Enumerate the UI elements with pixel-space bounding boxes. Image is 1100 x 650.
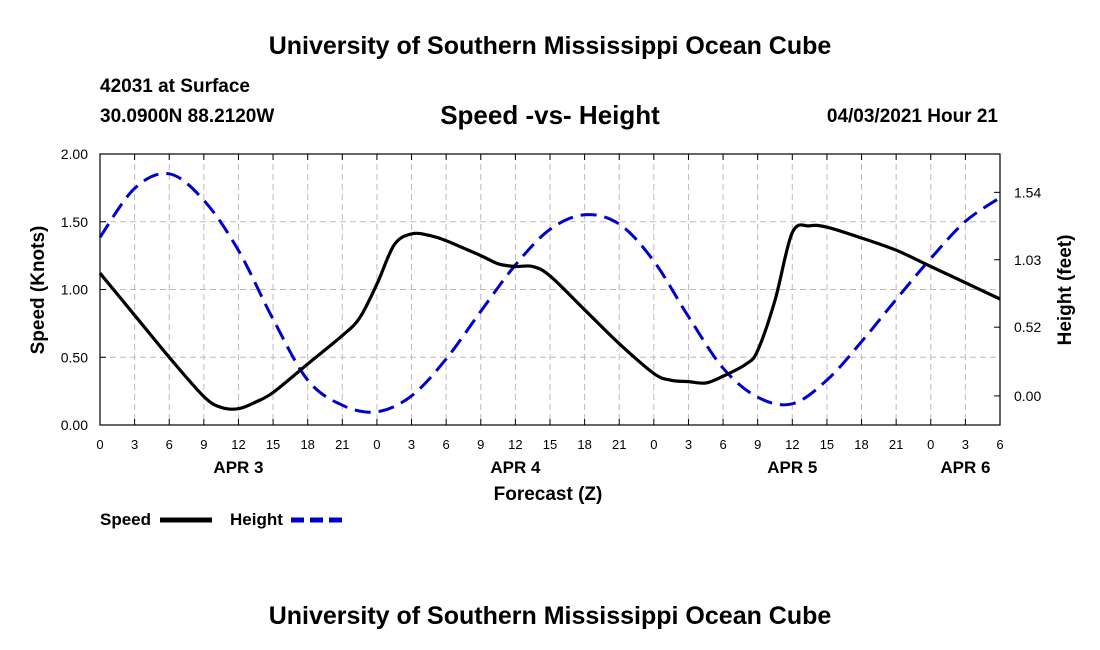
y2-tick-label: 0.52 — [1014, 319, 1041, 335]
y2-tick-label: 1.54 — [1014, 184, 1041, 200]
station-coordinates: 30.0900N 88.2120W — [100, 106, 275, 127]
x-tick-label: 3 — [685, 437, 692, 452]
x-tick-label: 9 — [477, 437, 484, 452]
x-tick-label: 3 — [962, 437, 969, 452]
x-tick-label: 18 — [300, 437, 314, 452]
x-tick-label: 3 — [408, 437, 415, 452]
x-tick-label: 15 — [266, 437, 280, 452]
x-tick-label: 12 — [785, 437, 799, 452]
footer-title: University of Southern Mississippi Ocean… — [268, 602, 832, 630]
y-tick-label: 1.00 — [61, 282, 88, 298]
legend: Speed Height — [100, 510, 343, 529]
y-tick-label: 0.00 — [61, 417, 88, 433]
x-tick-label: 9 — [754, 437, 761, 452]
x-tick-label: 18 — [577, 437, 591, 452]
station-label: 42031 at Surface — [100, 76, 250, 97]
y-tick-label: 1.50 — [61, 214, 88, 230]
speed-series-line — [98, 223, 1001, 411]
day-label: APR 5 — [767, 458, 817, 477]
x-tick-label: 6 — [719, 437, 726, 452]
x-tick-label: 3 — [131, 437, 138, 452]
x-tick-label: 21 — [335, 437, 349, 452]
y2-axis-label: Height (feet) — [1055, 235, 1076, 346]
x-tick-label: 9 — [200, 437, 207, 452]
x-tick-label: 12 — [508, 437, 522, 452]
day-label: APR 6 — [940, 458, 990, 477]
y-tick-label: 0.50 — [61, 349, 88, 365]
day-label: APR 3 — [213, 458, 263, 477]
x-tick-label: 15 — [543, 437, 557, 452]
x-tick-label: 21 — [612, 437, 626, 452]
chart-title: Speed -vs- Height — [440, 100, 660, 130]
x-tick-label: 0 — [927, 437, 934, 452]
x-axis-label: Forecast (Z) — [494, 484, 603, 505]
x-tick-label: 18 — [854, 437, 868, 452]
x-tick-label: 6 — [996, 437, 1003, 452]
legend-height-label: Height — [230, 510, 283, 529]
x-tick-label: 12 — [231, 437, 245, 452]
height-series-line — [98, 171, 1001, 414]
x-tick-label: 0 — [373, 437, 380, 452]
y-axis-label: Speed (Knots) — [28, 226, 49, 355]
page-title: University of Southern Mississippi Ocean… — [268, 32, 832, 60]
forecast-datetime: 04/03/2021 Hour 21 — [826, 106, 998, 127]
grid-lines — [100, 154, 1000, 425]
x-tick-label: 15 — [820, 437, 834, 452]
x-tick-label: 21 — [889, 437, 903, 452]
x-tick-label: 6 — [443, 437, 450, 452]
y-tick-label: 2.00 — [61, 146, 88, 162]
y2-tick-label: 0.00 — [1014, 388, 1041, 404]
x-tick-label: 0 — [96, 437, 103, 452]
legend-speed-label: Speed — [100, 510, 151, 529]
y2-tick-label: 1.03 — [1014, 252, 1041, 268]
series-lines — [98, 171, 1001, 414]
x-tick-label: 6 — [166, 437, 173, 452]
day-label: APR 4 — [490, 458, 541, 477]
axis-ticks: 0 3 6 9 12 15 18 21 0 3 6 9 12 15 18 21 0 3 6 9 12 15 18 21 0 3 6A… — [61, 146, 1042, 477]
x-tick-label: 0 — [650, 437, 657, 452]
